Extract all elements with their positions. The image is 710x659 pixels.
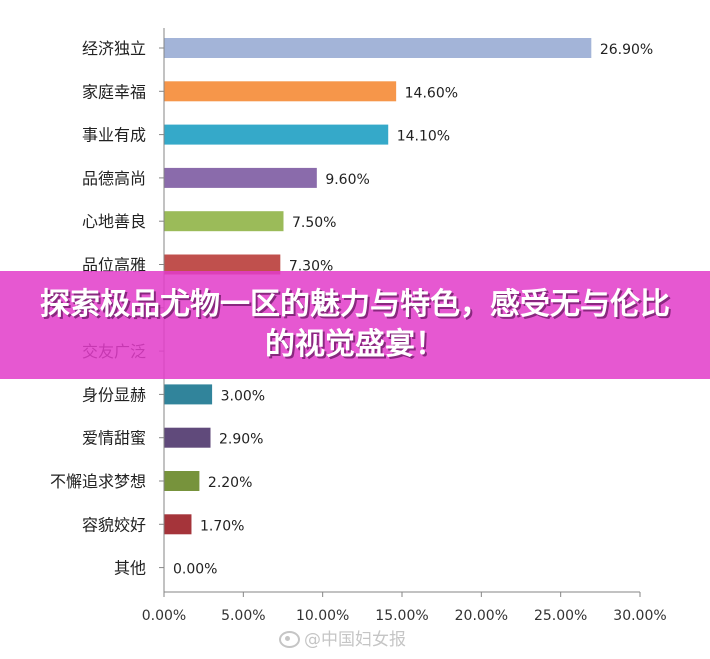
bar (164, 81, 397, 102)
bar (164, 384, 213, 405)
bar (164, 38, 592, 58)
category-label: 其他 (114, 559, 146, 578)
x-tick-label: 20.00% (455, 608, 508, 624)
value-label: 0.00% (173, 562, 217, 578)
bar (164, 254, 281, 275)
bar (164, 124, 389, 145)
category-label: 事业有成 (82, 126, 146, 145)
value-label: 1.70% (200, 518, 244, 534)
bar (164, 211, 284, 232)
category-label: 容貌姣好 (82, 515, 146, 534)
value-label: 9.60% (325, 172, 369, 188)
x-tick-label: 10.00% (296, 608, 349, 624)
bar (164, 427, 211, 448)
value-label: 14.60% (405, 85, 458, 101)
x-tick-label: 5.00% (221, 608, 265, 624)
x-tick-label: 15.00% (375, 608, 428, 624)
overlay-banner: 探索极品尤物一区的魅力与特色，感受无与伦比的视觉盛宴！ (0, 271, 710, 379)
category-label: 品德高尚 (82, 169, 146, 188)
watermark-text: @中国妇女报 (304, 629, 406, 650)
value-label: 7.50% (292, 215, 336, 231)
category-label: 身份显赫 (82, 385, 146, 404)
category-label: 品位高雅 (82, 256, 146, 275)
value-label: 14.10% (397, 129, 450, 145)
x-tick-label: 0.00% (142, 608, 186, 624)
value-label: 2.90% (219, 432, 263, 448)
watermark: @中国妇女报 (278, 624, 406, 650)
value-label: 26.90% (600, 42, 653, 58)
category-label: 爱情甜蜜 (82, 429, 146, 448)
x-tick-label: 30.00% (613, 608, 666, 624)
value-label: 3.00% (221, 388, 265, 404)
x-tick-label: 25.00% (534, 608, 587, 624)
category-label: 经济独立 (82, 39, 146, 58)
category-label: 不懈追求梦想 (50, 472, 146, 491)
bar (164, 471, 200, 491)
value-label: 7.30% (289, 259, 333, 275)
bar (164, 167, 317, 188)
category-label: 家庭幸福 (82, 82, 146, 101)
weibo-icon (278, 628, 300, 648)
bar (164, 514, 192, 535)
value-label: 2.20% (208, 475, 252, 491)
category-label: 心地善良 (82, 212, 146, 231)
banner-text: 探索极品尤物一区的魅力与特色，感受无与伦比的视觉盛宴！ (40, 287, 670, 362)
